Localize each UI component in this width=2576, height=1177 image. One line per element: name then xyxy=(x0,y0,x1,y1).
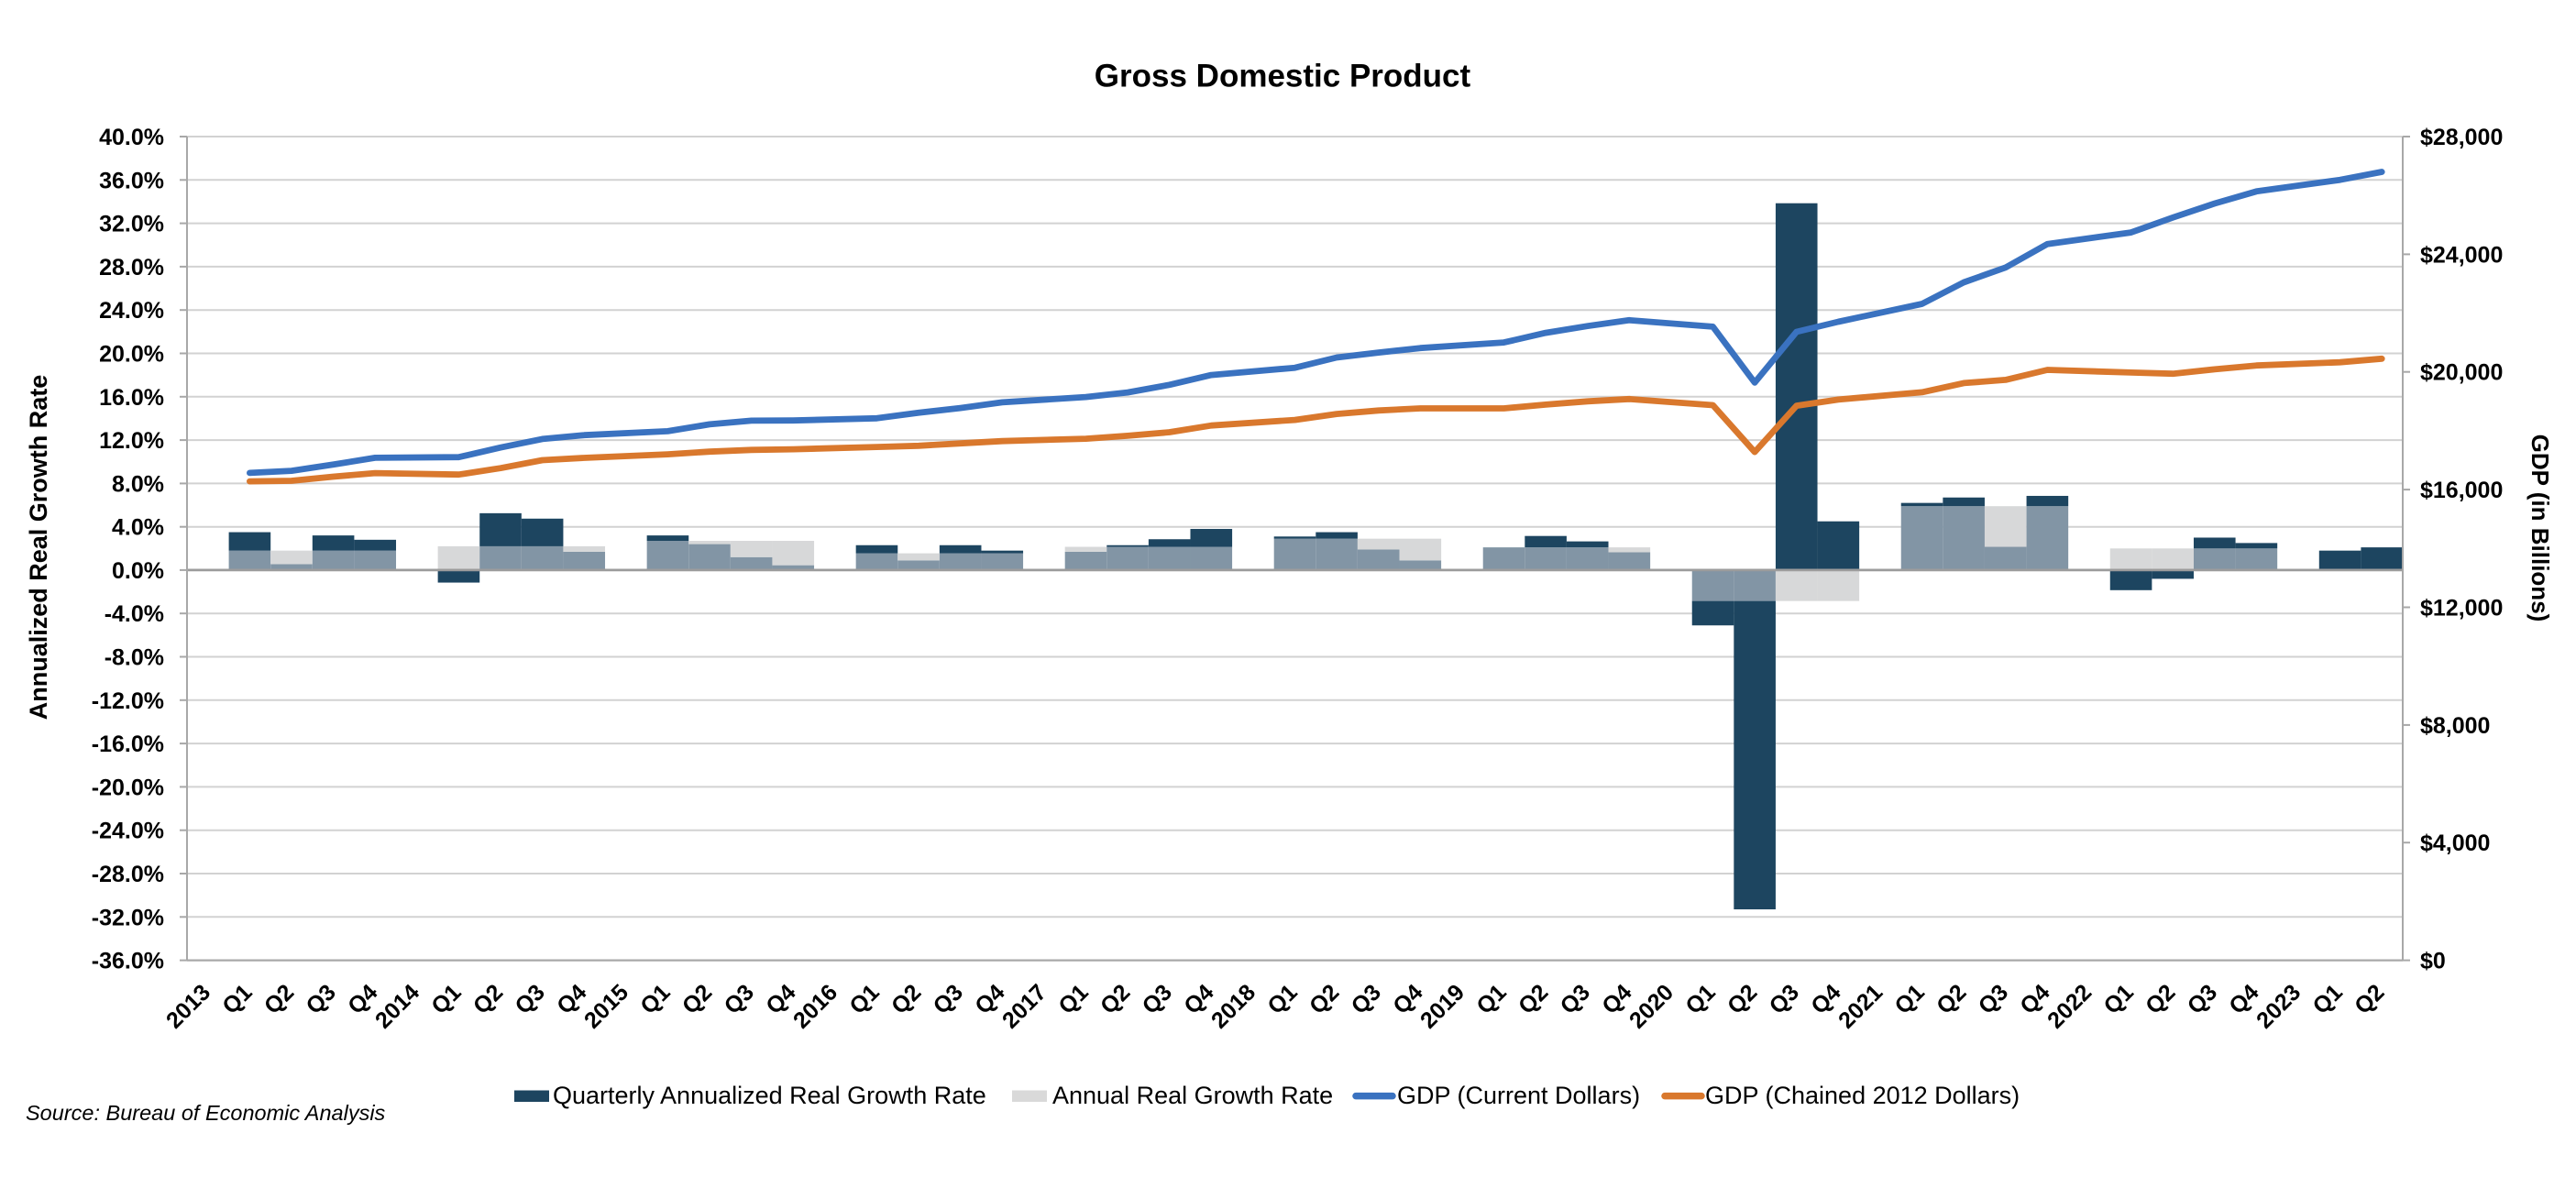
svg-text:$24,000: $24,000 xyxy=(2420,242,2503,268)
svg-text:12.0%: 12.0% xyxy=(99,428,164,454)
svg-text:28.0%: 28.0% xyxy=(99,255,164,280)
svg-text:-32.0%: -32.0% xyxy=(92,905,164,930)
svg-text:36.0%: 36.0% xyxy=(99,168,164,193)
svg-text:0.0%: 0.0% xyxy=(112,558,164,584)
svg-text:-4.0%: -4.0% xyxy=(105,601,164,627)
svg-text:8.0%: 8.0% xyxy=(112,471,164,497)
svg-text:-20.0%: -20.0% xyxy=(92,775,164,800)
svg-text:24.0%: 24.0% xyxy=(99,298,164,324)
svg-text:Annualized Real Growth Rate: Annualized Real Growth Rate xyxy=(25,375,52,720)
svg-text:GDP (Chained 2012 Dollars): GDP (Chained 2012 Dollars) xyxy=(1705,1082,2020,1109)
svg-text:Annual Real Growth Rate: Annual Real Growth Rate xyxy=(1052,1082,1333,1109)
svg-text:$12,000: $12,000 xyxy=(2420,596,2503,622)
svg-text:-12.0%: -12.0% xyxy=(92,688,164,714)
svg-text:$8,000: $8,000 xyxy=(2420,713,2490,739)
svg-text:Source: Bureau of Economic Ana: Source: Bureau of Economic Analysis xyxy=(26,1101,386,1125)
svg-text:-8.0%: -8.0% xyxy=(105,645,164,671)
svg-text:-28.0%: -28.0% xyxy=(92,862,164,887)
svg-text:Quarterly Annualized Real Grow: Quarterly Annualized Real Growth Rate xyxy=(553,1082,986,1109)
svg-text:$28,000: $28,000 xyxy=(2420,125,2503,150)
svg-text:$16,000: $16,000 xyxy=(2420,478,2503,503)
svg-text:40.0%: 40.0% xyxy=(99,125,164,150)
svg-text:16.0%: 16.0% xyxy=(99,385,164,411)
svg-text:GDP (Current Dollars): GDP (Current Dollars) xyxy=(1397,1082,1640,1109)
svg-text:-16.0%: -16.0% xyxy=(92,732,164,757)
svg-text:Gross Domestic Product: Gross Domestic Product xyxy=(1095,59,1471,94)
svg-text:$4,000: $4,000 xyxy=(2420,830,2490,856)
svg-text:GDP (in Billions): GDP (in Billions) xyxy=(2526,434,2554,622)
svg-text:20.0%: 20.0% xyxy=(99,342,164,368)
svg-text:4.0%: 4.0% xyxy=(112,515,164,541)
svg-text:$0: $0 xyxy=(2420,949,2446,974)
svg-text:-24.0%: -24.0% xyxy=(92,819,164,844)
svg-text:$20,000: $20,000 xyxy=(2420,360,2503,386)
svg-text:-36.0%: -36.0% xyxy=(92,949,164,974)
svg-text:32.0%: 32.0% xyxy=(99,212,164,237)
